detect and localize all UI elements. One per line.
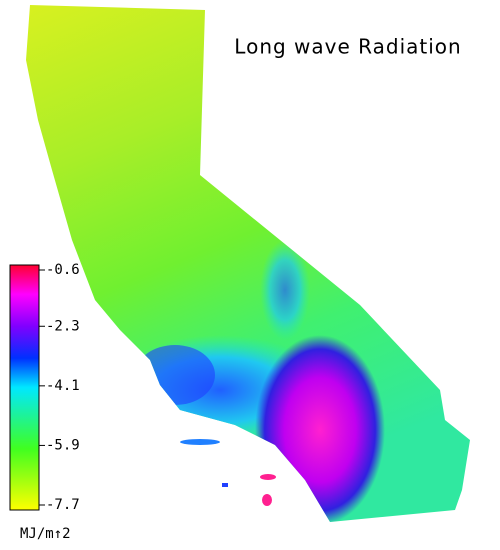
- color-bar-tick-label: -0.6: [46, 262, 80, 278]
- color-bar-tick-label: -5.9: [46, 437, 80, 453]
- color-bar-tick-label: -2.3: [46, 318, 80, 334]
- california: [26, 5, 470, 522]
- color-bar-unit: MJ/m↑2: [20, 526, 71, 542]
- color-bar-tick-label: -4.1: [46, 378, 80, 394]
- color-bar: [9, 264, 40, 511]
- map-title: Long wave Radiation: [234, 35, 461, 59]
- color-ramp: [9, 264, 40, 511]
- color-bar-tick-label: -7.7: [46, 497, 80, 513]
